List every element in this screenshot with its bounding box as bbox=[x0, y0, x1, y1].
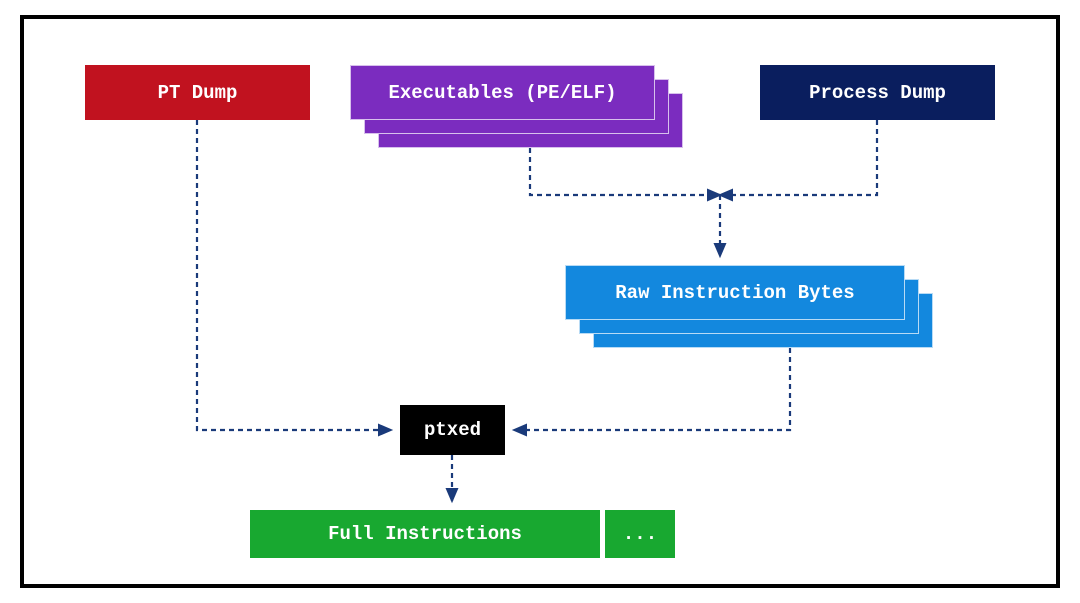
node-ptxed: ptxed bbox=[400, 405, 505, 455]
node-executables: Executables (PE/ELF) bbox=[350, 65, 655, 120]
node-ellipsis: ... bbox=[605, 510, 675, 558]
node-raw_bytes: Raw Instruction Bytes bbox=[565, 265, 905, 320]
full-instr-divider bbox=[602, 510, 605, 558]
node-process_dump: Process Dump bbox=[760, 65, 995, 120]
node-full_instr: Full Instructions bbox=[250, 510, 600, 558]
node-pt_dump: PT Dump bbox=[85, 65, 310, 120]
